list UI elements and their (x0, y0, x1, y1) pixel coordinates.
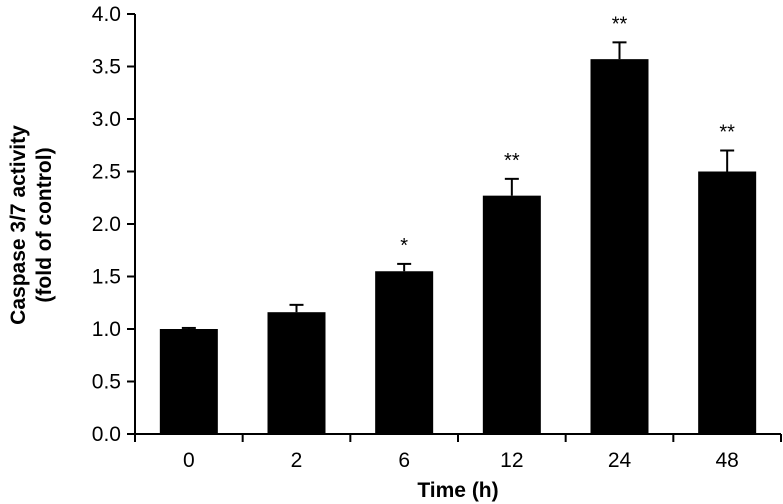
x-tick-label: 12 (500, 449, 523, 472)
x-tick-label: 0 (183, 449, 195, 472)
bar (590, 59, 649, 435)
significance-marker: ** (612, 13, 628, 35)
x-tick-label: 24 (608, 449, 632, 472)
bars: ******* (159, 13, 757, 435)
y-axis-title-line2: (fold of control) (33, 147, 56, 302)
bar (267, 312, 326, 434)
x-tick-label: 6 (398, 449, 410, 472)
x-axis-title: Time (h) (417, 479, 498, 502)
y-tick-label: 1.5 (92, 266, 121, 289)
y-tick-label: 2.0 (92, 213, 121, 236)
bar (375, 271, 434, 434)
y-tick-label: 1.0 (92, 318, 121, 341)
y-axis-title-line1: Caspase 3/7 activity (7, 125, 30, 325)
y-tick-label: 2.5 (92, 161, 121, 184)
significance-marker: * (400, 235, 408, 257)
x-axis: 0 2 6 12 24 48 (134, 433, 782, 472)
y-tick-label: 3.0 (92, 108, 121, 131)
y-tick-label: 3.5 (92, 56, 121, 79)
y-axis: 0.0 0.5 1.0 1.5 2.0 2.5 3.0 3.5 4.0 (92, 3, 136, 446)
y-tick-label: 0.0 (92, 423, 121, 446)
bar (159, 329, 218, 434)
significance-marker: ** (504, 150, 520, 172)
significance-marker: ** (719, 122, 735, 144)
y-tick-label: 4.0 (92, 3, 121, 26)
x-tick-label: 48 (715, 449, 738, 472)
y-tick-label: 0.5 (92, 371, 121, 394)
bar (698, 171, 757, 434)
bar (482, 195, 541, 434)
x-tick-label: 2 (291, 449, 303, 472)
